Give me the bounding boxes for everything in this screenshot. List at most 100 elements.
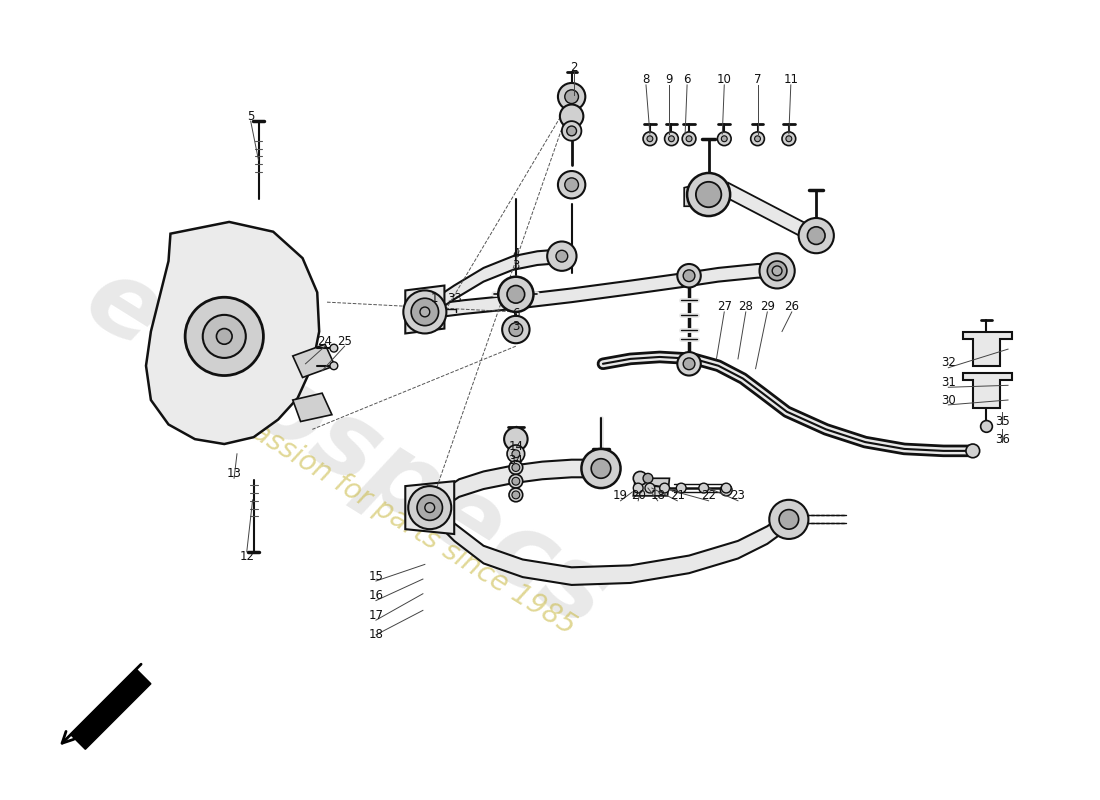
Text: 12: 12 bbox=[240, 550, 254, 563]
Text: 27: 27 bbox=[717, 299, 732, 313]
Text: 28: 28 bbox=[738, 299, 754, 313]
Circle shape bbox=[547, 242, 576, 271]
Text: 5: 5 bbox=[248, 110, 254, 122]
Polygon shape bbox=[430, 460, 601, 517]
Circle shape bbox=[722, 136, 727, 142]
Circle shape bbox=[678, 264, 701, 287]
Text: 4: 4 bbox=[513, 246, 519, 260]
Circle shape bbox=[404, 290, 447, 334]
Text: 11: 11 bbox=[783, 73, 799, 86]
Circle shape bbox=[408, 486, 451, 529]
Text: 6: 6 bbox=[683, 73, 691, 86]
Circle shape bbox=[564, 178, 579, 191]
Circle shape bbox=[512, 464, 520, 471]
Text: eurospecs: eurospecs bbox=[66, 247, 627, 650]
Text: 19: 19 bbox=[613, 490, 628, 502]
Circle shape bbox=[586, 454, 616, 483]
Text: 3: 3 bbox=[513, 320, 519, 333]
Circle shape bbox=[647, 136, 652, 142]
Circle shape bbox=[755, 136, 760, 142]
Polygon shape bbox=[293, 344, 334, 378]
Circle shape bbox=[509, 322, 522, 336]
Text: 33: 33 bbox=[447, 292, 462, 305]
Polygon shape bbox=[293, 393, 332, 422]
Circle shape bbox=[562, 121, 582, 141]
Circle shape bbox=[676, 483, 686, 493]
Circle shape bbox=[509, 461, 522, 474]
Text: 13: 13 bbox=[227, 467, 242, 480]
Circle shape bbox=[771, 502, 806, 537]
Circle shape bbox=[759, 254, 794, 289]
Text: 35: 35 bbox=[994, 415, 1010, 428]
Text: 20: 20 bbox=[630, 490, 646, 502]
Text: 34: 34 bbox=[508, 454, 524, 467]
Circle shape bbox=[512, 491, 520, 499]
Circle shape bbox=[564, 90, 579, 103]
Circle shape bbox=[720, 484, 733, 496]
Polygon shape bbox=[726, 182, 816, 243]
Text: 6: 6 bbox=[513, 307, 519, 320]
Circle shape bbox=[558, 83, 585, 110]
Circle shape bbox=[504, 427, 528, 451]
Circle shape bbox=[966, 444, 980, 458]
Circle shape bbox=[785, 136, 792, 142]
Circle shape bbox=[582, 449, 620, 488]
Text: 16: 16 bbox=[368, 589, 384, 602]
Circle shape bbox=[683, 358, 695, 370]
Circle shape bbox=[503, 316, 529, 343]
Circle shape bbox=[217, 329, 232, 344]
Circle shape bbox=[769, 500, 808, 539]
Circle shape bbox=[768, 261, 786, 281]
Circle shape bbox=[558, 171, 585, 198]
Polygon shape bbox=[146, 222, 319, 444]
Circle shape bbox=[591, 458, 611, 478]
Text: 18: 18 bbox=[368, 628, 384, 642]
Polygon shape bbox=[634, 478, 670, 496]
Circle shape bbox=[330, 362, 338, 370]
Text: 9: 9 bbox=[666, 73, 673, 86]
Circle shape bbox=[688, 173, 730, 216]
Text: 22: 22 bbox=[701, 490, 716, 502]
Circle shape bbox=[634, 483, 643, 493]
Circle shape bbox=[509, 488, 522, 502]
Text: 3: 3 bbox=[513, 259, 519, 273]
Circle shape bbox=[664, 132, 679, 146]
Text: 24: 24 bbox=[318, 334, 332, 348]
Text: 7: 7 bbox=[754, 73, 761, 86]
Circle shape bbox=[634, 471, 647, 485]
Circle shape bbox=[202, 315, 245, 358]
Text: 1: 1 bbox=[431, 292, 439, 305]
Circle shape bbox=[980, 421, 992, 432]
Polygon shape bbox=[70, 669, 151, 750]
Circle shape bbox=[512, 478, 520, 485]
Circle shape bbox=[772, 266, 782, 276]
Circle shape bbox=[512, 450, 520, 458]
Text: a passion for parts since 1985: a passion for parts since 1985 bbox=[210, 394, 581, 641]
Circle shape bbox=[698, 483, 708, 493]
Circle shape bbox=[807, 227, 825, 245]
Polygon shape bbox=[425, 264, 777, 318]
Circle shape bbox=[645, 483, 654, 493]
Circle shape bbox=[498, 277, 534, 312]
Circle shape bbox=[682, 132, 696, 146]
Circle shape bbox=[660, 483, 670, 493]
Text: 30: 30 bbox=[940, 394, 956, 406]
Circle shape bbox=[779, 510, 799, 529]
Polygon shape bbox=[405, 286, 444, 334]
Circle shape bbox=[779, 510, 799, 529]
Text: 31: 31 bbox=[940, 376, 956, 389]
Text: 2: 2 bbox=[570, 61, 578, 74]
Text: 10: 10 bbox=[717, 73, 732, 86]
Circle shape bbox=[799, 218, 834, 254]
Circle shape bbox=[782, 132, 795, 146]
Circle shape bbox=[509, 474, 522, 488]
Polygon shape bbox=[430, 499, 789, 585]
Text: 23: 23 bbox=[730, 490, 746, 502]
Circle shape bbox=[717, 132, 732, 146]
Text: 32: 32 bbox=[940, 356, 956, 370]
Text: 8: 8 bbox=[642, 73, 650, 86]
Circle shape bbox=[595, 462, 607, 474]
Circle shape bbox=[678, 352, 701, 375]
Circle shape bbox=[425, 502, 435, 513]
Circle shape bbox=[420, 307, 430, 317]
